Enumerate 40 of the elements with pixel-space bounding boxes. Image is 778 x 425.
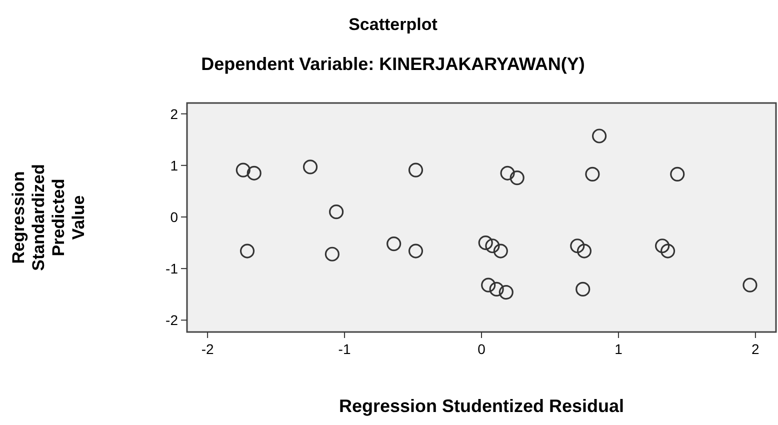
point bbox=[576, 282, 590, 296]
point bbox=[408, 162, 424, 178]
y-tick-label: 1 bbox=[170, 157, 178, 174]
point bbox=[236, 162, 250, 178]
point bbox=[329, 204, 344, 220]
point bbox=[324, 246, 340, 262]
y-axis-title: Regression Standardized Predicted Value bbox=[9, 164, 88, 271]
point bbox=[742, 278, 758, 292]
point bbox=[489, 282, 504, 296]
point bbox=[481, 278, 496, 292]
y-tick-label: -1 bbox=[166, 260, 178, 277]
x-tick-label: 0 bbox=[478, 341, 486, 357]
x-tick-label: -2 bbox=[201, 341, 214, 357]
y-tick-label: -2 bbox=[166, 312, 178, 328]
point bbox=[386, 236, 402, 252]
point bbox=[570, 238, 585, 254]
point bbox=[510, 170, 524, 186]
point bbox=[660, 244, 676, 258]
x-tick-label: -1 bbox=[338, 341, 351, 357]
point bbox=[500, 166, 515, 180]
chart-subtitle: Dependent Variable: KINERJAKARYAWAN(Y) bbox=[201, 54, 585, 74]
x-tick-label: 2 bbox=[752, 341, 760, 357]
point bbox=[670, 166, 685, 182]
y-tick-label: 2 bbox=[170, 106, 178, 122]
point bbox=[302, 160, 318, 174]
point bbox=[576, 244, 592, 258]
point bbox=[485, 238, 500, 254]
point bbox=[592, 128, 607, 144]
y-tick-label: 0 bbox=[170, 208, 178, 225]
point bbox=[240, 244, 255, 258]
point bbox=[498, 284, 514, 300]
x-axis-title: Regression Studentized Residual bbox=[338, 396, 624, 416]
point bbox=[246, 166, 262, 180]
x-tick-label: 1 bbox=[614, 341, 623, 357]
point bbox=[478, 235, 493, 250]
point bbox=[655, 238, 670, 254]
point bbox=[493, 244, 508, 258]
point bbox=[585, 166, 600, 182]
chart-title: Scatterplot bbox=[348, 15, 438, 34]
point bbox=[408, 244, 424, 258]
